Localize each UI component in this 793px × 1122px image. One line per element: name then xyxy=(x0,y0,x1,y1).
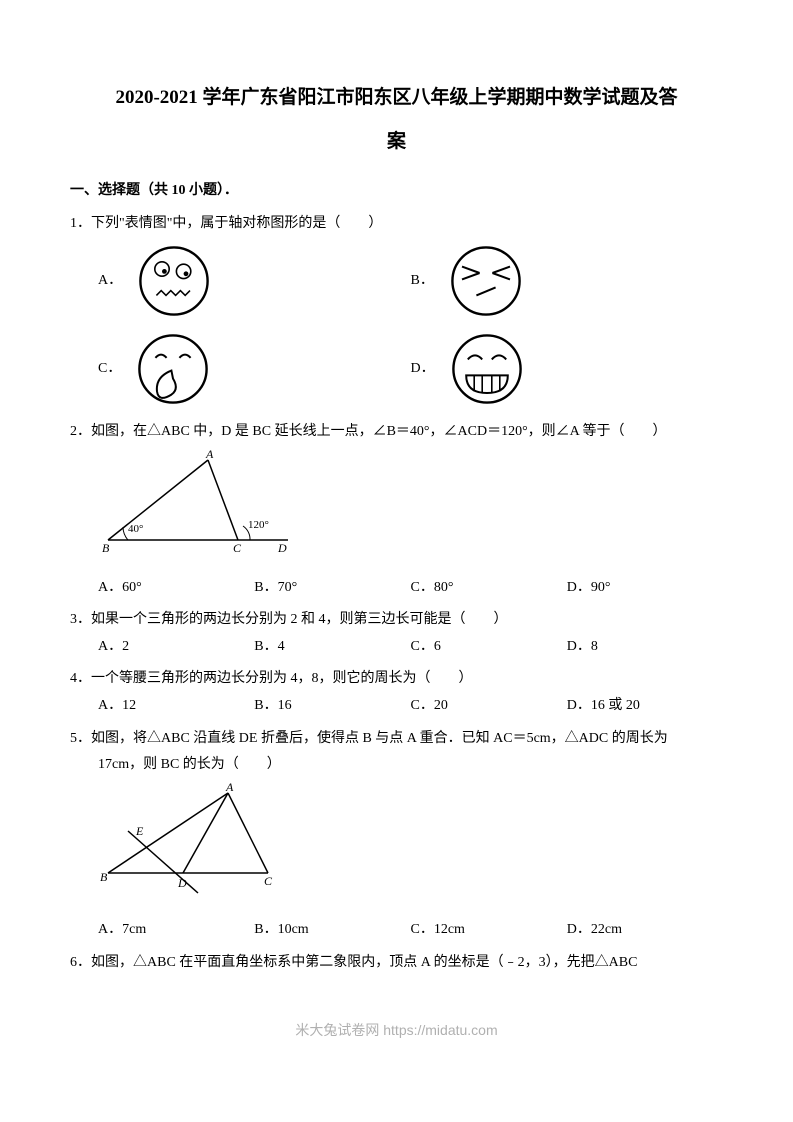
q1-a-label: A． xyxy=(98,268,122,295)
svg-text:D: D xyxy=(177,876,187,890)
question-6: 6．如图，△ABC 在平面直角坐标系中第二象限内，顶点 A 的坐标是（﹣2，3）… xyxy=(70,950,723,977)
page-subtitle: 案 xyxy=(70,124,723,160)
face-a-icon xyxy=(134,241,214,321)
q2-option-d: D．90° xyxy=(567,575,723,602)
q4-options: A．12 B．16 C．20 D．16 或 20 xyxy=(98,693,723,720)
q5-text1: 5．如图，将△ABC 沿直线 DE 折叠后，使得点 B 与点 A 重合．已知 A… xyxy=(70,726,723,753)
svg-text:D: D xyxy=(277,541,287,555)
question-5: 5．如图，将△ABC 沿直线 DE 折叠后，使得点 B 与点 A 重合．已知 A… xyxy=(70,726,723,944)
q1-option-c: C． xyxy=(98,329,411,409)
question-1: 1．下列"表情图"中，属于轴对称图形的是（ ） A． B． C． xyxy=(70,211,723,414)
q4-option-d: D．16 或 20 xyxy=(567,693,723,720)
q1-options: A． B． C． xyxy=(98,237,723,413)
q2-options: A．60° B．70° C．80° D．90° xyxy=(98,575,723,602)
q5-option-c: C．12cm xyxy=(411,917,567,944)
page-title: 2020-2021 学年广东省阳江市阳东区八年级上学期期中数学试题及答 xyxy=(70,80,723,116)
svg-text:A: A xyxy=(225,783,234,794)
svg-text:120°: 120° xyxy=(248,519,269,531)
q6-text: 6．如图，△ABC 在平面直角坐标系中第二象限内，顶点 A 的坐标是（﹣2，3）… xyxy=(70,950,723,977)
svg-text:B: B xyxy=(100,870,108,884)
q5-text2: 17cm，则 BC 的长为（ ） xyxy=(98,752,723,779)
q1-option-a: A． xyxy=(98,241,411,321)
q4-option-a: A．12 xyxy=(98,693,254,720)
q3-option-c: C．6 xyxy=(411,634,567,661)
svg-text:E: E xyxy=(135,824,144,838)
svg-text:C: C xyxy=(233,541,242,555)
question-2: 2．如图，在△ABC 中，D 是 BC 延长线上一点，∠B＝40°，∠ACD＝1… xyxy=(70,419,723,601)
q1-option-d: D． xyxy=(411,329,724,409)
svg-text:A: A xyxy=(205,450,214,461)
q2-text: 2．如图，在△ABC 中，D 是 BC 延长线上一点，∠B＝40°，∠ACD＝1… xyxy=(70,419,723,446)
question-4: 4．一个等腰三角形的两边长分别为 4，8，则它的周长为（ ） A．12 B．16… xyxy=(70,666,723,719)
q5-option-b: B．10cm xyxy=(254,917,410,944)
svg-text:40°: 40° xyxy=(128,523,143,535)
q5-options: A．7cm B．10cm C．12cm D．22cm xyxy=(98,917,723,944)
q2-option-a: A．60° xyxy=(98,575,254,602)
q2-option-c: C．80° xyxy=(411,575,567,602)
q5-diagram: A B C D E xyxy=(98,783,288,903)
question-3: 3．如果一个三角形的两边长分别为 2 和 4，则第三边长可能是（ ） A．2 B… xyxy=(70,607,723,660)
q4-option-b: B．16 xyxy=(254,693,410,720)
q1-b-label: B． xyxy=(411,268,434,295)
q5-option-d: D．22cm xyxy=(567,917,723,944)
q2-option-b: B．70° xyxy=(254,575,410,602)
svg-text:B: B xyxy=(102,541,110,555)
q3-text: 3．如果一个三角形的两边长分别为 2 和 4，则第三边长可能是（ ） xyxy=(70,607,723,634)
face-c-icon xyxy=(133,329,213,409)
face-d-icon xyxy=(447,329,527,409)
q4-option-c: C．20 xyxy=(411,693,567,720)
q3-option-d: D．8 xyxy=(567,634,723,661)
q5-option-a: A．7cm xyxy=(98,917,254,944)
q3-options: A．2 B．4 C．6 D．8 xyxy=(98,634,723,661)
face-b-icon xyxy=(446,241,526,321)
q1-option-b: B． xyxy=(411,241,724,321)
q2-diagram: A B C D 40° 120° xyxy=(98,450,298,560)
section-heading: 一、选择题（共 10 小题）． xyxy=(70,178,723,205)
q1-text: 1．下列"表情图"中，属于轴对称图形的是（ ） xyxy=(70,211,723,238)
q1-d-label: D． xyxy=(411,356,435,383)
q3-option-b: B．4 xyxy=(254,634,410,661)
q3-option-a: A．2 xyxy=(98,634,254,661)
q4-text: 4．一个等腰三角形的两边长分别为 4，8，则它的周长为（ ） xyxy=(70,666,723,693)
page-footer: 米大兔试卷网 https://midatu.com xyxy=(70,1017,723,1044)
svg-text:C: C xyxy=(264,874,273,888)
q1-c-label: C． xyxy=(98,356,121,383)
